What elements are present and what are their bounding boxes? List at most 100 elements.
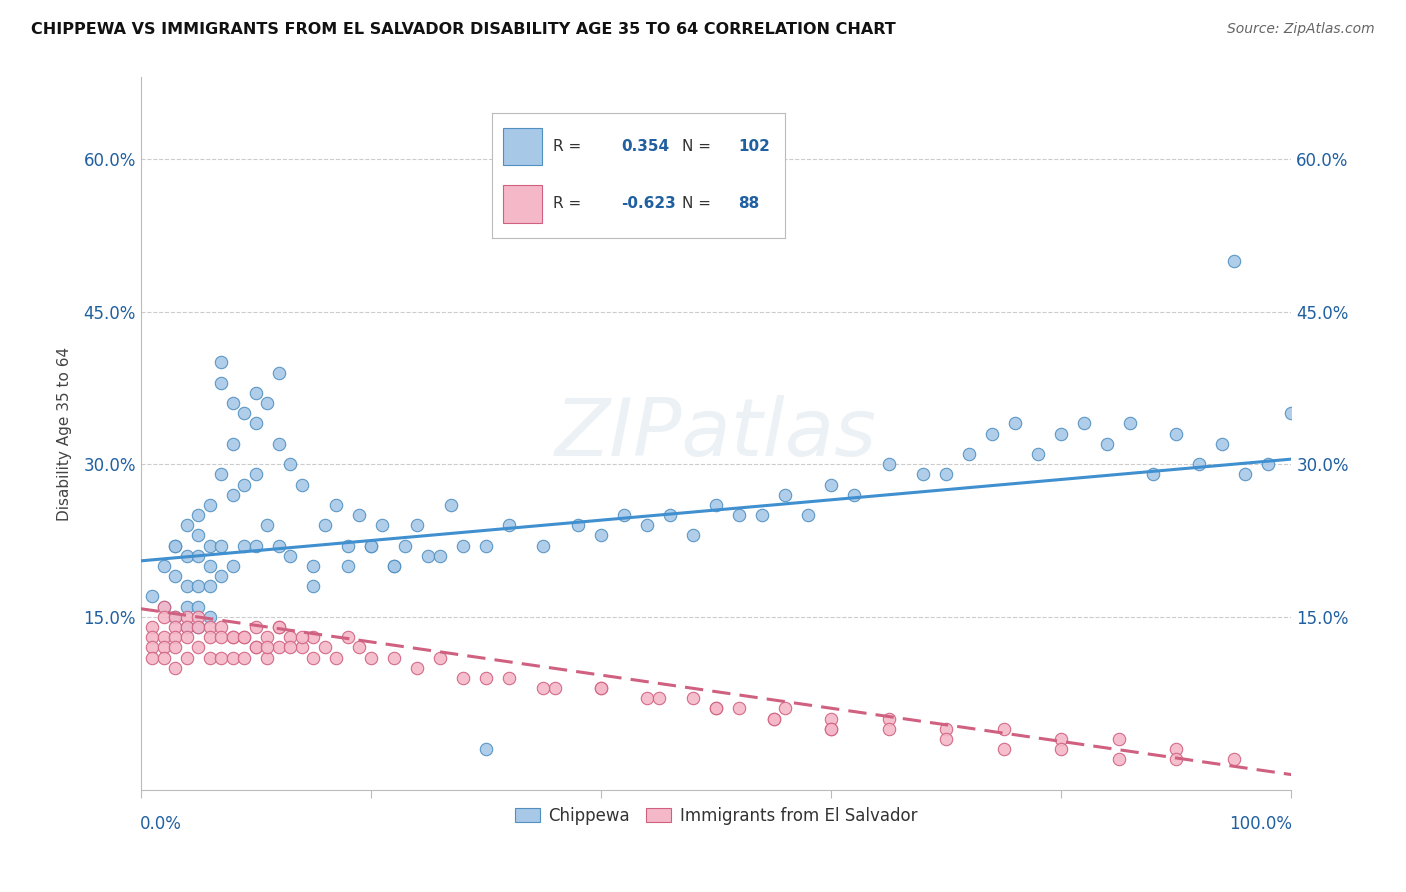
Point (704, 701, 727, 715)
Text: ZIPatlas: ZIPatlas (555, 394, 877, 473)
Point (451, 671, 474, 685)
Point (256, 650, 278, 665)
Point (291, 630, 314, 644)
Point (187, 599, 209, 614)
Point (1097, 437, 1119, 451)
Point (222, 437, 245, 451)
Point (1108, 752, 1130, 766)
Point (1004, 417, 1026, 431)
Point (245, 620, 267, 634)
Point (1050, 731, 1073, 746)
Point (152, 640, 174, 655)
Point (993, 742, 1015, 756)
Point (176, 549, 198, 563)
Point (198, 579, 221, 593)
Point (176, 610, 198, 624)
Point (349, 640, 371, 655)
Point (1281, 406, 1303, 420)
Point (209, 650, 232, 665)
Point (981, 426, 1004, 441)
Point (187, 528, 209, 542)
Point (267, 366, 290, 380)
Point (567, 518, 589, 533)
Point (267, 620, 290, 634)
Point (314, 640, 336, 655)
Point (209, 539, 232, 553)
Point (245, 386, 267, 401)
Point (475, 671, 498, 685)
Point (165, 569, 187, 583)
Point (198, 620, 221, 634)
Point (1211, 437, 1233, 451)
Point (222, 488, 245, 502)
Point (394, 539, 416, 553)
Point (267, 539, 290, 553)
Point (1119, 417, 1142, 431)
Point (256, 396, 278, 410)
Point (993, 722, 1015, 736)
Point (382, 558, 405, 573)
Point (1073, 417, 1095, 431)
Point (187, 579, 209, 593)
Point (209, 620, 232, 634)
Point (198, 630, 221, 644)
Y-axis label: Disability Age 35 to 64: Disability Age 35 to 64 (58, 347, 72, 521)
Point (256, 640, 278, 655)
Point (198, 539, 221, 553)
Point (152, 599, 174, 614)
Point (278, 549, 301, 563)
Point (844, 488, 866, 502)
Point (704, 162, 727, 177)
Point (245, 640, 267, 655)
Point (797, 508, 820, 522)
Point (382, 558, 405, 573)
Point (704, 701, 727, 715)
Point (187, 549, 209, 563)
Point (222, 630, 245, 644)
Point (498, 518, 520, 533)
Text: 100.0%: 100.0% (1230, 815, 1292, 833)
Point (209, 569, 232, 583)
Point (349, 508, 371, 522)
Point (245, 539, 267, 553)
Point (233, 630, 256, 644)
Point (405, 661, 427, 675)
Point (245, 417, 267, 431)
Point (325, 650, 347, 665)
Point (957, 447, 980, 461)
Point (544, 681, 567, 695)
Point (1108, 731, 1130, 746)
Point (245, 467, 267, 482)
Point (325, 498, 347, 512)
Point (647, 691, 669, 706)
Point (141, 630, 163, 644)
Point (877, 457, 900, 471)
Point (935, 467, 957, 482)
Point (912, 467, 935, 482)
Point (382, 650, 405, 665)
Point (141, 590, 163, 604)
Point (314, 518, 336, 533)
Point (336, 630, 359, 644)
Point (302, 558, 325, 573)
Point (1188, 457, 1211, 471)
Point (360, 539, 382, 553)
Point (165, 640, 187, 655)
Point (1166, 742, 1188, 756)
Legend: Chippewa, Immigrants from El Salvador: Chippewa, Immigrants from El Salvador (508, 800, 924, 831)
Point (256, 630, 278, 644)
Point (336, 539, 359, 553)
Point (152, 610, 174, 624)
Point (877, 712, 900, 726)
Point (209, 355, 232, 369)
Text: 0.0%: 0.0% (139, 815, 181, 833)
Point (222, 558, 245, 573)
Point (475, 539, 498, 553)
Point (245, 640, 267, 655)
Point (152, 650, 174, 665)
Point (820, 722, 842, 736)
Point (152, 558, 174, 573)
Point (728, 701, 751, 715)
Point (176, 599, 198, 614)
Point (371, 518, 394, 533)
